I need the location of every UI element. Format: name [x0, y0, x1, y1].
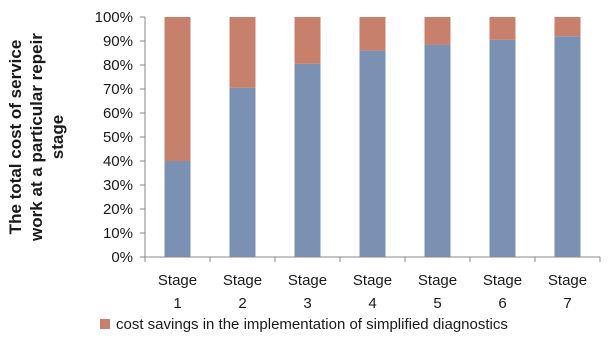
axes	[144, 17, 601, 262]
x-category-label: Stage 6	[483, 272, 522, 312]
bar-segment-savings	[424, 17, 451, 45]
x-category-label-line: Stage	[418, 272, 457, 289]
bar-segment-base	[164, 161, 191, 257]
y-axis-label: The total cost of service work at a parti…	[6, 33, 67, 242]
bar-segment-savings	[359, 17, 386, 51]
y-tick-label: 80%	[103, 57, 133, 74]
bar-segment-base	[554, 36, 581, 258]
x-category-label-line: 3	[303, 295, 311, 312]
bar-segment-base	[294, 63, 321, 257]
x-category-label: Stage 5	[418, 272, 457, 312]
bar-segment-base	[359, 50, 386, 257]
x-category-label: Stage 4	[353, 272, 392, 312]
legend: cost savings in the implementation of si…	[100, 316, 508, 333]
y-tick-label: 40%	[103, 153, 133, 170]
x-category-label-line: 1	[173, 295, 181, 312]
bar-segment-savings	[294, 17, 321, 64]
y-axis-label-line: stage	[48, 115, 67, 159]
y-tick-label: 100%	[95, 9, 133, 26]
bar-segment-savings	[489, 17, 516, 40]
y-axis-ticks: 0% 10% 20% 30% 40% 50% 60% 70% 80% 90% 100%	[95, 9, 145, 266]
x-category-label-line: Stage	[353, 272, 392, 289]
x-category-label-line: 2	[238, 295, 246, 312]
legend-label: cost savings in the implementation of si…	[116, 316, 508, 333]
y-tick-label: 0%	[111, 249, 133, 266]
y-tick-label: 90%	[103, 33, 133, 50]
x-category-label-line: 4	[368, 295, 376, 312]
bar-segment-savings	[229, 17, 256, 88]
bar-segment-savings	[554, 17, 581, 37]
bar-segment-base	[489, 39, 516, 257]
y-tick-label: 10%	[103, 225, 133, 242]
y-tick-label: 70%	[103, 81, 133, 98]
x-category-label: Stage 2	[223, 272, 262, 312]
x-category-label-line: 7	[563, 295, 571, 312]
legend-swatch	[100, 319, 110, 329]
bar-segment-base	[229, 87, 256, 257]
x-category-label-line: Stage	[483, 272, 522, 289]
y-tick-label: 20%	[103, 201, 133, 218]
y-tick-label: 60%	[103, 105, 133, 122]
y-tick-label: 30%	[103, 177, 133, 194]
x-category-label: Stage 3	[288, 272, 327, 312]
y-tick-label: 50%	[103, 129, 133, 146]
x-category-label-line: Stage	[223, 272, 262, 289]
x-category-label-line: 6	[498, 295, 506, 312]
y-axis-label-line: work at a particular repeir	[27, 33, 46, 242]
bars	[164, 17, 581, 258]
x-category-label: Stage 7	[548, 272, 587, 312]
x-category-label-line: 5	[433, 295, 441, 312]
y-axis-label-line: The total cost of service	[6, 40, 25, 235]
x-category-label-line: Stage	[548, 272, 587, 289]
x-category-label-line: Stage	[288, 272, 327, 289]
bar-segment-savings	[164, 17, 191, 161]
x-category-label-line: Stage	[158, 272, 197, 289]
bar-segment-base	[424, 44, 451, 257]
x-category-label: Stage 1	[158, 272, 197, 312]
